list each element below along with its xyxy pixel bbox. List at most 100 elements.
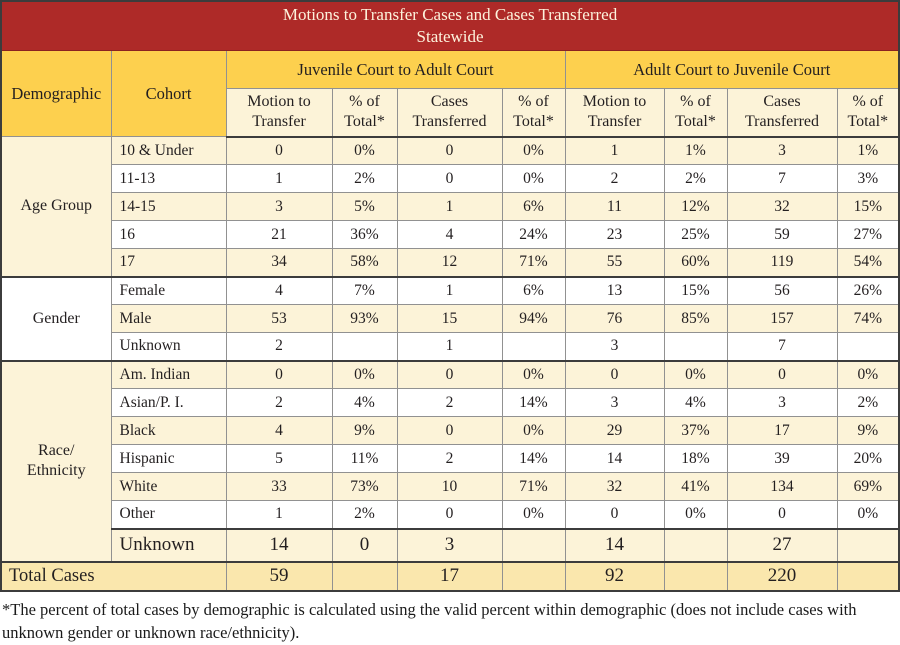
value-cell: 0% — [664, 501, 727, 529]
value-cell: 32 — [565, 473, 664, 501]
value-cell: 39 — [727, 445, 837, 473]
cohort-cell: Unknown — [111, 333, 226, 361]
value-cell: 0% — [837, 361, 899, 389]
value-cell: 41% — [664, 473, 727, 501]
value-cell: 60% — [664, 249, 727, 277]
value-cell: 6% — [502, 277, 565, 305]
value-cell: 0 — [397, 137, 502, 165]
value-cell: 71% — [502, 249, 565, 277]
value-cell: 1 — [397, 277, 502, 305]
value-cell: 58% — [332, 249, 397, 277]
value-cell: 0% — [502, 137, 565, 165]
column-group-adult-to-juvenile: Adult Court to Juvenile Court — [565, 51, 899, 89]
value-cell: 0% — [837, 501, 899, 529]
value-cell: 2 — [226, 389, 332, 417]
value-cell: 3 — [397, 529, 502, 562]
value-cell: 69% — [837, 473, 899, 501]
value-cell: 14 — [565, 529, 664, 562]
value-cell: 0% — [502, 417, 565, 445]
sub-header-cases-1: Cases Transferred — [397, 89, 502, 137]
value-cell: 12% — [664, 193, 727, 221]
value-cell: 94% — [502, 305, 565, 333]
value-cell: 0 — [226, 137, 332, 165]
value-cell: 2 — [565, 165, 664, 193]
value-cell: 27 — [727, 529, 837, 562]
value-cell: 20% — [837, 445, 899, 473]
value-cell: 0 — [565, 501, 664, 529]
value-cell: 0% — [332, 361, 397, 389]
value-cell: 25% — [664, 221, 727, 249]
value-cell — [502, 333, 565, 361]
value-cell: 93% — [332, 305, 397, 333]
cohort-cell: White — [111, 473, 226, 501]
value-cell: 9% — [332, 417, 397, 445]
demographic-cell: Race/ Ethnicity — [1, 361, 111, 562]
table-title: Motions to Transfer Cases and Cases Tran… — [1, 1, 899, 51]
cohort-cell: Male — [111, 305, 226, 333]
demographic-cell: Gender — [1, 277, 111, 361]
column-group-juvenile-to-adult: Juvenile Court to Adult Court — [226, 51, 565, 89]
value-cell: 26% — [837, 277, 899, 305]
value-cell: 53 — [226, 305, 332, 333]
value-cell: 54% — [837, 249, 899, 277]
value-cell: 76 — [565, 305, 664, 333]
value-cell: 3 — [565, 333, 664, 361]
value-cell: 85% — [664, 305, 727, 333]
value-cell: 0 — [565, 361, 664, 389]
value-cell: 13 — [565, 277, 664, 305]
value-cell: 119 — [727, 249, 837, 277]
value-cell: 7 — [727, 333, 837, 361]
footnote: *The percent of total cases by demograph… — [0, 592, 900, 645]
value-cell: 3 — [727, 389, 837, 417]
value-cell: 74% — [837, 305, 899, 333]
value-cell: 4 — [226, 277, 332, 305]
total-value-cell: 220 — [727, 562, 837, 591]
value-cell: 1% — [664, 137, 727, 165]
value-cell: 2% — [332, 165, 397, 193]
value-cell: 37% — [664, 417, 727, 445]
table-title-line2: Statewide — [2, 26, 898, 48]
value-cell: 0 — [397, 165, 502, 193]
value-cell: 56 — [727, 277, 837, 305]
value-cell: 1% — [837, 137, 899, 165]
value-cell: 24% — [502, 221, 565, 249]
total-value-cell: 17 — [397, 562, 502, 591]
value-cell: 14 — [565, 445, 664, 473]
transfer-table: Motions to Transfer Cases and Cases Tran… — [0, 0, 900, 592]
value-cell: 157 — [727, 305, 837, 333]
total-value-cell: 59 — [226, 562, 332, 591]
column-header-cohort: Cohort — [111, 51, 226, 137]
value-cell: 134 — [727, 473, 837, 501]
value-cell — [502, 529, 565, 562]
value-cell: 1 — [226, 165, 332, 193]
value-cell: 59 — [727, 221, 837, 249]
value-cell: 2% — [664, 165, 727, 193]
total-value-cell — [502, 562, 565, 591]
total-value-cell — [837, 562, 899, 591]
sub-header-pct-3: % of Total* — [664, 89, 727, 137]
value-cell: 4% — [332, 389, 397, 417]
value-cell: 11 — [565, 193, 664, 221]
value-cell: 3 — [565, 389, 664, 417]
value-cell: 2 — [397, 445, 502, 473]
value-cell: 15 — [397, 305, 502, 333]
value-cell: 9% — [837, 417, 899, 445]
value-cell — [664, 333, 727, 361]
demographic-cell: Age Group — [1, 137, 111, 277]
value-cell: 1 — [397, 333, 502, 361]
value-cell: 4 — [397, 221, 502, 249]
value-cell: 29 — [565, 417, 664, 445]
value-cell: 0% — [502, 165, 565, 193]
value-cell — [837, 529, 899, 562]
value-cell: 2% — [332, 501, 397, 529]
value-cell: 17 — [727, 417, 837, 445]
